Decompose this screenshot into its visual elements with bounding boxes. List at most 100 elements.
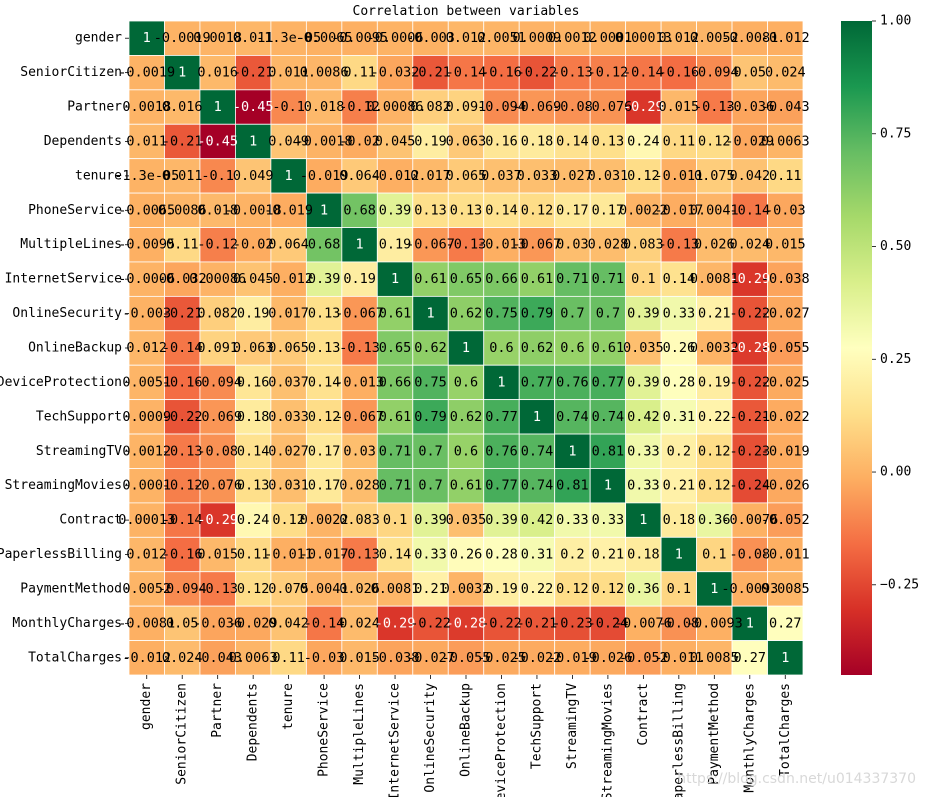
heatmap-cell-label: 0.0041 (690, 202, 739, 218)
heatmap-cell-label: 0.68 (343, 202, 376, 218)
heatmap-cell (696, 605, 733, 641)
heatmap-cell-label: 0.74 (592, 409, 625, 425)
heatmap-cell-label: 1 (497, 374, 505, 390)
heatmap-cell (164, 261, 201, 297)
heatmap-cell (235, 192, 272, 228)
x-axis-tick-label: TotalCharges (778, 683, 793, 777)
heatmap-cell-label: 0.18 (237, 409, 270, 425)
heatmap-cell-label: 0.21 (414, 581, 447, 597)
heatmap-cell (447, 295, 485, 332)
heatmap-cell (341, 192, 378, 228)
heatmap-cell-label: 0.015 (659, 99, 700, 115)
heatmap-cell (164, 123, 201, 160)
heatmap-cell-label: -0.29 (623, 99, 664, 115)
heatmap-cell (128, 158, 165, 194)
heatmap-cell-label: 0.024 (765, 65, 806, 81)
heatmap-cell-label: 0.012 (126, 547, 167, 563)
heatmap-cell-label: -0.055 (761, 340, 810, 356)
heatmap-cell-label: 0.063 (233, 340, 274, 356)
heatmap-cell-label: 0.61 (592, 340, 625, 356)
heatmap-cell-label: 0.61 (450, 478, 483, 494)
heatmap-cell (518, 158, 556, 194)
heatmap-cell (731, 364, 768, 401)
heatmap-cell (731, 605, 768, 641)
heatmap-cell-label: -0.003 (406, 30, 455, 46)
heatmap-cell (270, 261, 307, 297)
heatmap-cell-label: -0.29 (375, 615, 416, 631)
heatmap-cell (660, 295, 697, 332)
heatmap-cell-label: 0.0032 (690, 340, 739, 356)
heatmap-cell-label: 0.0009 (122, 409, 171, 425)
heatmap-cell-label: -0.055 (442, 650, 491, 666)
heatmap-cell (696, 433, 733, 469)
heatmap-cell-label: -0.0006 (367, 30, 424, 46)
heatmap-cell-label: 0.031 (268, 478, 309, 494)
heatmap-cell-label: 1 (710, 581, 718, 597)
heatmap-cell-label: 0.027 (268, 443, 309, 459)
heatmap-cell-label: -0.027 (761, 306, 810, 322)
heatmap-cell (235, 55, 272, 91)
heatmap-cell (625, 536, 662, 573)
heatmap-cell (767, 640, 804, 676)
heatmap-cell-label: 0.0085 (761, 581, 810, 597)
heatmap-cell (412, 261, 449, 297)
heatmap-cell-label: 0.1 (702, 547, 726, 563)
heatmap-cell-label: -0.0065 (296, 30, 353, 46)
heatmap-cell-label: 0.11 (343, 65, 376, 81)
heatmap-cell-label: 0.11 (237, 547, 270, 563)
heatmap-cell (518, 468, 556, 504)
colorbar-tick-label: 0.50 (880, 239, 911, 254)
heatmap-cell-label: 0.075 (268, 581, 309, 597)
heatmap-cell (235, 571, 272, 607)
heatmap-cell (164, 158, 201, 194)
heatmap-cell (376, 227, 414, 263)
heatmap-cell-label: -0.094 (158, 581, 207, 597)
heatmap-cell-label: -0.0081 (721, 30, 778, 46)
heatmap-cell (731, 192, 768, 228)
heatmap-cell-label: 0.012 (446, 30, 487, 46)
heatmap-cell (696, 227, 733, 263)
heatmap-cell (412, 640, 449, 676)
heatmap-cell-label: -0.019 (548, 650, 597, 666)
heatmap-cell-label: -0.038 (371, 650, 420, 666)
heatmap-cell (341, 123, 378, 160)
heatmap-cell-label: 0.082 (197, 306, 238, 322)
heatmap-cell-label: 0.39 (414, 512, 447, 528)
heatmap-cell-label: 0.13 (592, 133, 625, 149)
heatmap-cell-label: -0.032 (371, 65, 420, 81)
y-axis-tick-label: TechSupport (36, 409, 122, 424)
heatmap-cell (412, 123, 449, 160)
heatmap-cell-label: 0.0001 (584, 30, 633, 46)
heatmap-cell-label: 0.028 (339, 478, 380, 494)
heatmap-cell (376, 571, 414, 607)
heatmap-cell-label: -0.08 (659, 615, 700, 631)
heatmap-cell-label: 0.79 (414, 409, 447, 425)
heatmap-cell (589, 20, 627, 56)
heatmap-cell-label: 0.027 (552, 168, 593, 184)
heatmap-cell (270, 89, 307, 125)
heatmap-cell-label: -0.45 (197, 133, 238, 149)
x-axis-tick-labels: gender SeniorCitizen Partner Dependents tenu… (139, 675, 793, 797)
heatmap-cell-label: 0.65 (379, 340, 412, 356)
heatmap-cell (767, 571, 804, 607)
heatmap-cell (767, 158, 804, 194)
heatmap-cell (447, 55, 485, 91)
heatmap-cell (518, 571, 556, 607)
heatmap-cell (731, 571, 768, 607)
heatmap-cell-label: -0.22 (729, 306, 770, 322)
heatmap-cell-label: 0.0022 (300, 512, 349, 528)
heatmap-cell-label: 1 (178, 65, 186, 81)
heatmap-cell (412, 364, 449, 401)
heatmap-cell (199, 640, 236, 676)
heatmap-cell-label: 0.011 (162, 168, 203, 184)
heatmap-cell-label: 0.035 (446, 512, 487, 528)
heatmap-cell-label: 0.0032 (442, 581, 491, 597)
heatmap-cell-label: 0.17 (308, 443, 341, 459)
heatmap-cell-label: 0.033 (517, 168, 558, 184)
heatmap-cell-label: -0.16 (162, 547, 203, 563)
heatmap-cell-label: 1 (320, 202, 328, 218)
heatmap-cell-label: -0.043 (193, 650, 242, 666)
heatmap-cell (341, 433, 378, 469)
heatmap-cell (731, 536, 768, 573)
heatmap-cell (447, 399, 485, 435)
